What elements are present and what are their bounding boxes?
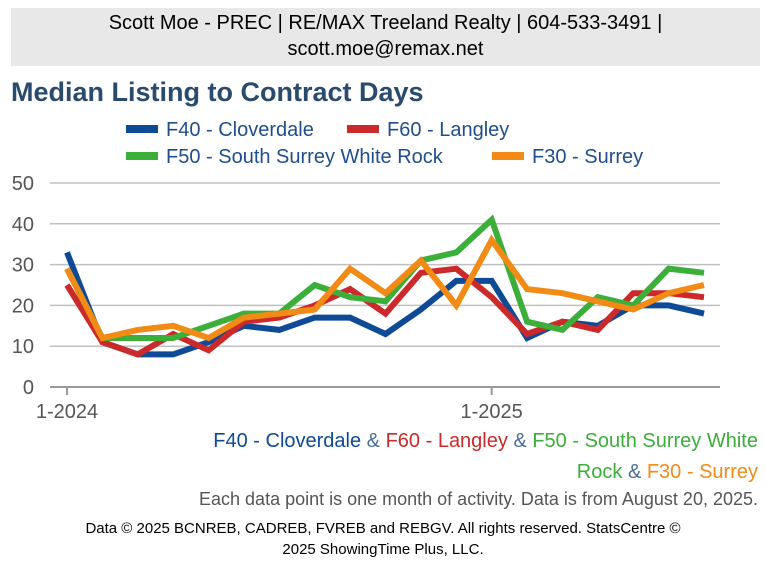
y-tick-label: 40 bbox=[12, 214, 34, 236]
chart-title: Median Listing to Contract Days bbox=[11, 77, 424, 107]
caption-ampersand: & bbox=[627, 461, 642, 483]
legend-swatch-icon bbox=[492, 151, 524, 160]
agent-header: Scott Moe - PREC | RE/MAX Treeland Realt… bbox=[11, 8, 760, 66]
legend-swatch-icon bbox=[126, 124, 158, 133]
y-tick-label: 30 bbox=[12, 255, 34, 277]
agent-header-line1: Scott Moe - PREC | RE/MAX Treeland Realt… bbox=[108, 12, 663, 34]
y-tick-label: 0 bbox=[23, 377, 34, 399]
agent-header-line2: scott.moe@remax.net bbox=[287, 38, 484, 60]
copyright-line1: Data © 2025 BCNREB, CADREB, FVREB and RE… bbox=[85, 520, 681, 537]
series-line-f30-surrey bbox=[64, 234, 705, 342]
copyright-line2: 2025 ShowingTime Plus, LLC. bbox=[282, 541, 484, 558]
series-caption-line1: F40 - Cloverdale & F60 - Langley & F50 -… bbox=[213, 430, 758, 453]
series-caption-line2: Rock & F30 - Surrey bbox=[577, 461, 758, 484]
legend-item-south-surrey: F50 - South Surrey White Rock bbox=[126, 146, 443, 169]
caption-surrey: F30 - Surrey bbox=[646, 461, 758, 483]
series-line-f50-south-surrey-white-rock bbox=[64, 214, 705, 341]
caption-ampersand: & bbox=[513, 430, 527, 452]
legend-swatch-icon bbox=[347, 124, 379, 133]
x-tick-label: 1-2025 bbox=[461, 401, 523, 423]
activity-note: Each data point is one month of activity… bbox=[199, 489, 758, 509]
caption-ampersand: & bbox=[366, 430, 381, 452]
legend-label: F40 - Cloverdale bbox=[166, 119, 314, 141]
legend-label: F60 - Langley bbox=[387, 119, 510, 141]
legend-swatch-icon bbox=[126, 151, 158, 160]
legend-item-langley: F60 - Langley bbox=[347, 119, 509, 142]
legend-item-cloverdale: F40 - Cloverdale bbox=[126, 119, 314, 142]
y-tick-label: 20 bbox=[12, 295, 34, 317]
caption-langley: F60 - Langley bbox=[385, 430, 508, 452]
caption-south-surrey: F50 - South Surrey White bbox=[532, 430, 758, 452]
legend-label: F30 - Surrey bbox=[532, 146, 644, 168]
caption-south-surrey-rock: Rock bbox=[576, 461, 623, 483]
legend-label: F50 - South Surrey White Rock bbox=[166, 146, 443, 168]
y-tick-label: 10 bbox=[12, 336, 34, 358]
legend-item-surrey: F30 - Surrey bbox=[492, 146, 643, 169]
caption-cloverdale: F40 - Cloverdale bbox=[213, 430, 362, 452]
x-tick-label: 1-2024 bbox=[36, 401, 98, 423]
series-line-f60-langley bbox=[64, 265, 705, 358]
y-tick-label: 50 bbox=[12, 173, 34, 195]
